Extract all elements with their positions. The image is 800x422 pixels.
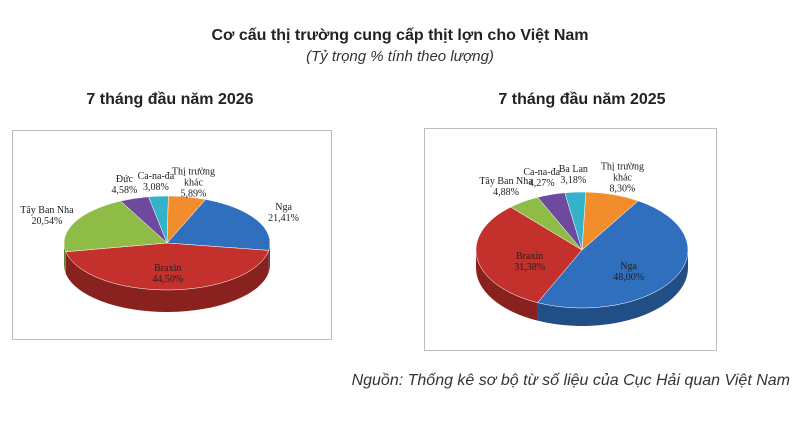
category-label: Nga bbox=[620, 260, 637, 272]
value-label: 20,54% bbox=[31, 215, 63, 227]
data-label: Braxin 31,38% bbox=[500, 251, 560, 273]
source-note: Nguồn: Thống kê sơ bộ từ số liệu của Cục… bbox=[351, 372, 790, 389]
slice-side bbox=[268, 243, 270, 273]
data-label: Nga 21,41% bbox=[257, 202, 311, 224]
data-label: Nga 48,00% bbox=[599, 261, 659, 283]
category-label: Thị trường khác bbox=[600, 161, 645, 184]
chart-title: 7 tháng đầu năm 2025 bbox=[498, 91, 665, 108]
category-label: Braxin bbox=[516, 251, 544, 263]
data-label: Ca-na-đa 4,27% bbox=[515, 167, 569, 189]
category-label: Tây Ban Nha bbox=[479, 176, 533, 188]
data-label: Tây Ban Nha 4,88% bbox=[479, 176, 533, 198]
value-label: 4,58% bbox=[111, 185, 138, 197]
slice bbox=[537, 200, 689, 309]
slice bbox=[166, 195, 207, 244]
slice bbox=[166, 199, 271, 251]
category-label: Ba Lan bbox=[558, 163, 588, 175]
page-subtitle: (Tỷ trọng % tính theo lượng) bbox=[306, 48, 494, 65]
category-label: Braxin bbox=[154, 263, 182, 275]
slice bbox=[475, 206, 583, 303]
data-label: Đức 4,58% bbox=[97, 174, 151, 196]
data-label: Ba Lan 3,18% bbox=[546, 164, 600, 186]
slice-side bbox=[65, 250, 269, 312]
category-label: Ca-na-đa bbox=[523, 166, 561, 178]
value-label: 3,08% bbox=[142, 182, 169, 194]
slice bbox=[63, 200, 168, 253]
value-label: 31,38% bbox=[514, 262, 546, 274]
value-label: 48,00% bbox=[613, 271, 645, 283]
slice-side bbox=[537, 250, 688, 326]
data-label: Tây Ban Nha 20,54% bbox=[20, 205, 74, 227]
slice bbox=[581, 191, 639, 251]
data-label: Ca-na-đa 3,08% bbox=[129, 171, 183, 193]
slice bbox=[65, 242, 270, 291]
value-label: 21,41% bbox=[268, 212, 299, 224]
value-label: 44,50% bbox=[152, 274, 184, 286]
category-label: Thị trường khác bbox=[171, 166, 216, 189]
value-label: 5,89% bbox=[180, 188, 207, 200]
slice-side bbox=[476, 250, 538, 321]
value-label: 4,27% bbox=[528, 177, 555, 189]
data-label: Thị trường khác 5,89% bbox=[166, 167, 220, 200]
category-label: Nga bbox=[275, 201, 292, 213]
category-label: Đức bbox=[115, 174, 133, 186]
value-label: 8,30% bbox=[609, 183, 636, 195]
value-label: 4,88% bbox=[493, 187, 519, 199]
page-title: Cơ cấu thị trường cung cấp thịt lợn cho … bbox=[211, 27, 589, 44]
data-label: Thị trường khác 8,30% bbox=[595, 161, 649, 194]
category-label: Ca-na-đa bbox=[137, 171, 175, 183]
category-label: Tây Ban Nha bbox=[20, 204, 74, 216]
chart-title: 7 tháng đầu năm 2026 bbox=[86, 91, 253, 108]
value-label: 3,18% bbox=[560, 174, 587, 186]
data-label: Braxin 44,50% bbox=[138, 263, 198, 285]
